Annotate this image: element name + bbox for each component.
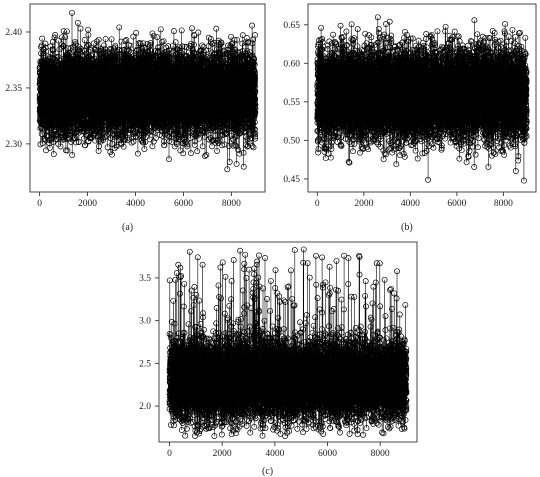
x-tick-label-b-3: 6000 (447, 199, 466, 209)
y-tick-label-b-1: 0.50 (283, 136, 300, 146)
chart-panel-c: 0 2000 4000 6000 8000 2.0 2.5 3.0 3.5 (120, 235, 420, 460)
x-tick-label-a-4: 8000 (222, 199, 241, 209)
y-tick-label-a-2: 2.40 (5, 28, 22, 38)
y-tick-label-b-4: 0.65 (283, 21, 300, 31)
y-tick-label-a-1: 2.35 (5, 84, 22, 94)
y-tick-label-a-0: 2.30 (5, 140, 22, 150)
x-tick-label-c-3: 6000 (318, 449, 337, 459)
y-tick-label-c-0: 2.0 (139, 402, 151, 412)
caption-a: (a) (122, 222, 133, 233)
x-tick-label-a-3: 6000 (174, 199, 193, 209)
x-tick-label-a-1: 2000 (78, 199, 97, 209)
caption-c: (c) (262, 466, 273, 477)
x-tick-label-a-2: 4000 (126, 199, 145, 209)
x-tick-label-c-1: 2000 (213, 449, 232, 459)
chart-panel-b: 0 2000 4000 6000 8000 0.45 0.50 0.55 0.60 0.65 (270, 0, 540, 215)
y-tick-label-c-3: 3.5 (139, 274, 151, 284)
x-tick-label-b-1: 2000 (354, 199, 373, 209)
data-points-b (315, 15, 530, 184)
y-tick-label-b-0: 0.45 (283, 175, 300, 185)
x-tick-label-b-2: 4000 (401, 199, 420, 209)
x-tick-label-c-4: 8000 (371, 449, 390, 459)
caption-b: (b) (401, 222, 413, 233)
x-tick-label-c-2: 4000 (265, 449, 284, 459)
x-tick-label-c-0: 0 (167, 449, 172, 459)
data-points-a (37, 10, 258, 172)
x-tick-label-a-0: 0 (37, 199, 42, 209)
y-tick-label-b-2: 0.55 (283, 98, 300, 108)
chart-panel-a: 0 2000 4000 6000 8000 2.30 2.35 2.40 (0, 0, 270, 215)
y-tick-label-c-1: 2.5 (139, 359, 151, 369)
x-tick-label-b-0: 0 (315, 199, 320, 209)
x-tick-label-b-4: 8000 (494, 199, 513, 209)
y-tick-label-c-2: 3.0 (139, 317, 151, 327)
y-tick-label-b-3: 0.60 (283, 59, 300, 69)
